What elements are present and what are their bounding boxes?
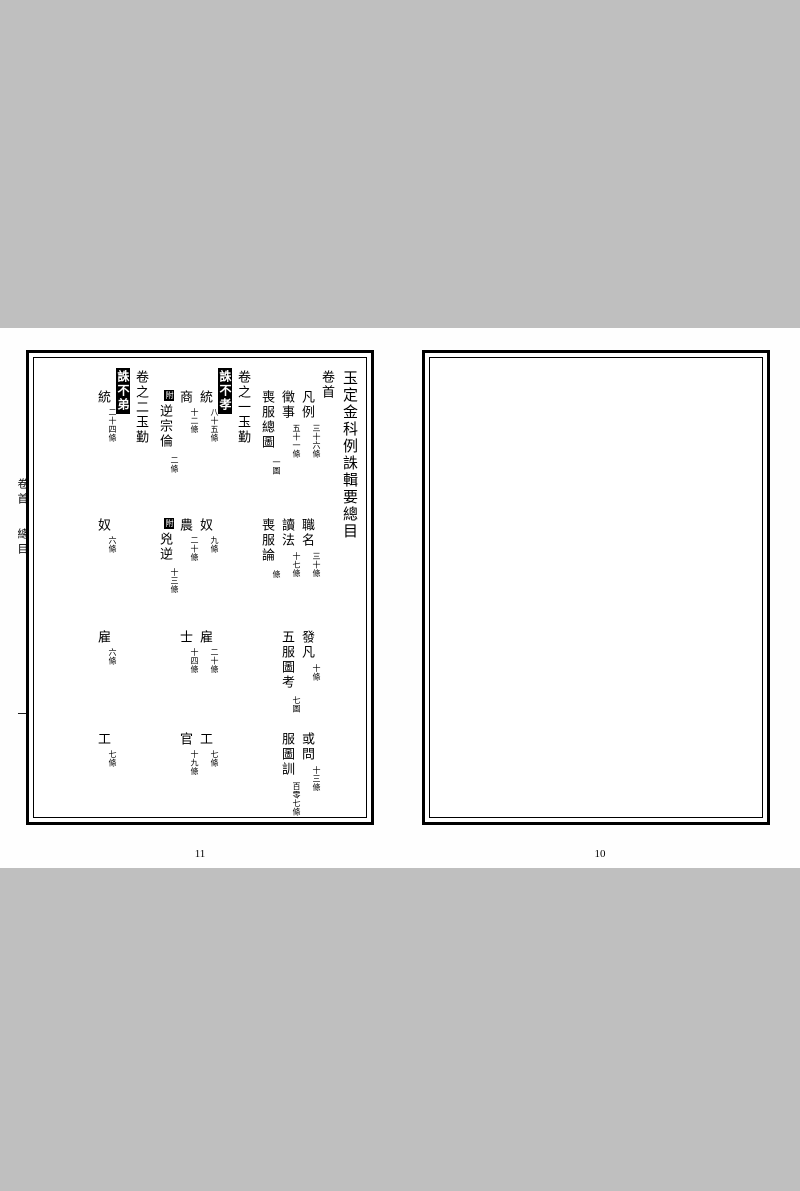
s1-r2c3s: 七圖 — [292, 696, 300, 713]
margin-label-2: 總目 — [14, 528, 30, 558]
page-frame-inner-right — [429, 357, 763, 818]
s2-r2c1: 商 — [179, 390, 192, 405]
page-frame-left: 卷首 總目 一 玉定金科例誅輯要總目 卷首 凡例 三十六條 職名 三十條 發凡 … — [26, 350, 374, 825]
s3-r1c3s: 六條 — [108, 648, 116, 665]
s1-r3c2s: 條 — [272, 570, 280, 579]
s1-r2c2s: 十七條 — [292, 552, 300, 578]
s2-r3c2: 兇逆 — [159, 532, 172, 562]
page-frame-right — [422, 350, 770, 825]
s1-r1c4: 或問 — [301, 732, 314, 762]
s2-r1c1: 統 — [199, 390, 212, 405]
s2-r1c4: 工 — [199, 732, 212, 747]
book-title: 玉定金科例誅輯要總目 — [341, 370, 356, 540]
s1-r3c2: 喪服論 — [261, 518, 274, 563]
s1-r1c3: 發凡 — [301, 630, 314, 660]
s2-r2c3: 士 — [179, 630, 192, 645]
page-right: 10 — [400, 328, 800, 868]
s2-r2c4s: 十九條 — [190, 750, 198, 776]
s3-r1c4s: 七條 — [108, 750, 116, 767]
s2-r1c1s: 八十五條 — [210, 408, 218, 442]
s2-r1c3: 雇 — [199, 630, 212, 645]
s2-r3c2s: 十三條 — [170, 568, 178, 594]
s1-r3c1: 喪服總圖 — [261, 390, 274, 450]
s2-r1c2: 奴 — [199, 518, 212, 533]
page-number-right: 10 — [595, 848, 606, 860]
s1-r2c1: 徵事 — [281, 390, 294, 420]
s3-r1c2s: 六條 — [108, 536, 116, 553]
s2-r2c3s: 十四條 — [190, 648, 198, 674]
s1-r1c3s: 十條 — [312, 664, 320, 681]
s1-r1c1s: 三十六條 — [312, 424, 320, 458]
s3-r1c1s: 二十四條 — [108, 408, 116, 442]
s3-r1c1: 統 — [97, 390, 110, 405]
page-frame-inner-left: 卷首 總目 一 玉定金科例誅輯要總目 卷首 凡例 三十六條 職名 三十條 發凡 … — [33, 357, 367, 818]
s2-r1c2s: 九條 — [210, 536, 218, 553]
box2: 誅不弟 — [116, 368, 130, 414]
section3-head: 卷之二玉勤 — [135, 370, 148, 445]
s1-r1c2: 職名 — [301, 518, 314, 548]
page-number-left: 11 — [195, 848, 206, 860]
s3-r1c2: 奴 — [97, 518, 110, 533]
margin-page: 一 — [14, 708, 30, 723]
s1-r2c4: 服圖訓 — [281, 732, 294, 777]
s1-r2c1s: 五十一條 — [292, 424, 300, 458]
s3-r1c4: 工 — [97, 732, 110, 747]
book-spread: 卷首 總目 一 玉定金科例誅輯要總目 卷首 凡例 三十六條 職名 三十條 發凡 … — [0, 328, 800, 868]
s2-r3c1p: 附 — [164, 390, 174, 401]
s1-r2c2: 讀法 — [281, 518, 294, 548]
s2-r2c2s: 二十條 — [190, 536, 198, 562]
section1-head: 卷首 — [321, 370, 334, 400]
s2-r3c1: 逆宗倫 — [159, 404, 172, 449]
section2-head: 卷之一玉勤 — [237, 370, 250, 445]
s2-r2c2: 農 — [179, 518, 192, 533]
s2-r2c4: 官 — [179, 732, 192, 747]
margin-label-1: 卷首 — [14, 478, 30, 508]
s1-r2c4s: 百零七條 — [292, 782, 300, 816]
s2-r1c4s: 七條 — [210, 750, 218, 767]
s1-r1c4s: 十三條 — [312, 766, 320, 792]
s2-r3c1s: 二條 — [170, 456, 178, 473]
s1-r1c1: 凡例 — [301, 390, 314, 420]
s1-r3c1s: 一圖 — [272, 458, 280, 475]
s2-r3c2p: 附 — [164, 518, 174, 529]
s2-r2c1s: 十二條 — [190, 408, 198, 434]
page-left: 卷首 總目 一 玉定金科例誅輯要總目 卷首 凡例 三十六條 職名 三十條 發凡 … — [0, 328, 400, 868]
s2-r1c3s: 二十條 — [210, 648, 218, 674]
s1-r1c2s: 三十條 — [312, 552, 320, 578]
s3-r1c3: 雇 — [97, 630, 110, 645]
s1-r2c3: 五服圖考 — [281, 630, 294, 690]
box1: 誅不孝 — [218, 368, 232, 414]
